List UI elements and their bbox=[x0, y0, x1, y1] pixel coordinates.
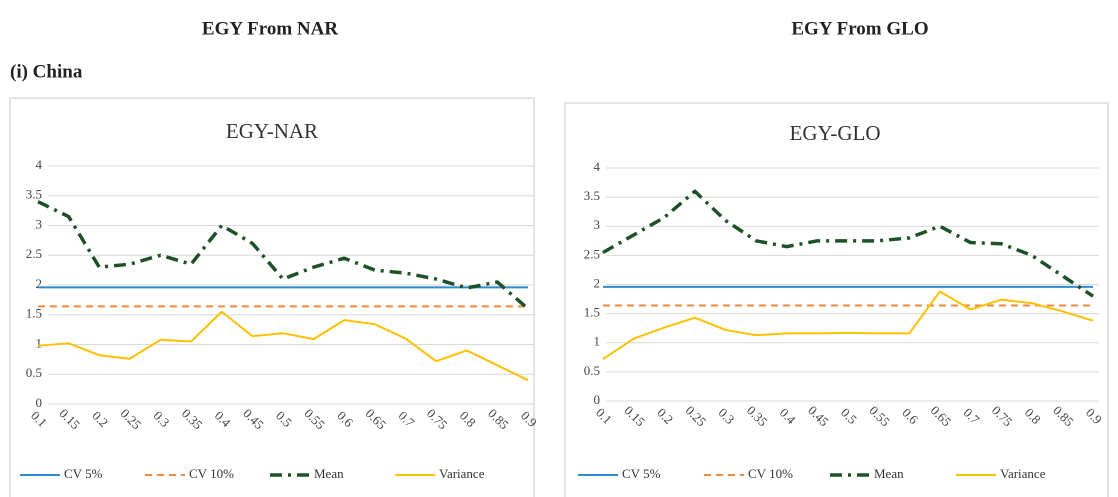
y-tick-label: 4 bbox=[36, 157, 43, 172]
x-tick-label: 0.6 bbox=[899, 405, 921, 427]
y-tick-label: 0.5 bbox=[26, 365, 42, 380]
chart-frame bbox=[564, 102, 1109, 497]
y-tick-label: 3 bbox=[594, 217, 601, 232]
x-tick-label: 0.3 bbox=[151, 408, 173, 430]
x-tick-label: 0.15 bbox=[56, 406, 83, 433]
y-tick-label: 2 bbox=[36, 276, 43, 291]
x-tick-label: 0.4 bbox=[212, 408, 234, 430]
y-tick-label: 1 bbox=[36, 335, 43, 350]
x-tick-label: 0.55 bbox=[301, 406, 328, 433]
x-tick-label: 0.9 bbox=[518, 408, 540, 430]
chart-frame bbox=[9, 97, 535, 497]
series-line bbox=[602, 189, 1094, 298]
y-tick-label: 2 bbox=[594, 275, 601, 290]
section-label: (i) China bbox=[10, 61, 83, 82]
x-tick-label: 0.25 bbox=[683, 403, 710, 430]
x-tick-label: 0.55 bbox=[866, 403, 893, 430]
y-tick-label: 3.5 bbox=[584, 188, 600, 203]
x-tick-label: 0.35 bbox=[744, 403, 771, 430]
legend-label: CV 10% bbox=[189, 466, 234, 481]
legend-label: Variance bbox=[1000, 466, 1046, 481]
x-tick-label: 0.5 bbox=[273, 408, 295, 430]
x-tick-label: 0.3 bbox=[716, 405, 738, 427]
y-tick-label: 1 bbox=[594, 334, 601, 349]
series-line bbox=[602, 290, 1094, 360]
x-tick-label: 0.45 bbox=[240, 406, 267, 433]
x-tick-label: 0.7 bbox=[396, 408, 418, 430]
chart-title: EGY-GLO bbox=[790, 121, 881, 145]
y-tick-label: 3 bbox=[36, 216, 43, 231]
x-tick-label: 0.8 bbox=[457, 408, 479, 430]
x-tick-label: 0.7 bbox=[961, 405, 983, 427]
y-tick-label: 4 bbox=[594, 159, 601, 174]
x-tick-label: 0.85 bbox=[485, 406, 512, 433]
y-tick-label: 0 bbox=[36, 395, 43, 410]
y-tick-label: 2.5 bbox=[584, 246, 600, 261]
y-tick-label: 2.5 bbox=[26, 246, 42, 261]
x-tick-label: 0.75 bbox=[424, 406, 451, 433]
x-tick-label: 0.5 bbox=[838, 405, 860, 427]
x-tick-label: 0.15 bbox=[621, 403, 648, 430]
legend-label: CV 10% bbox=[748, 466, 793, 481]
legend-label: Mean bbox=[314, 466, 344, 481]
legend-label: CV 5% bbox=[64, 466, 103, 481]
x-tick-label: 0.2 bbox=[654, 405, 676, 427]
series-line bbox=[37, 310, 529, 382]
y-tick-label: 0 bbox=[594, 392, 601, 407]
x-tick-label: 0.4 bbox=[777, 405, 799, 427]
y-tick-label: 1.5 bbox=[584, 305, 600, 320]
x-tick-label: 0.8 bbox=[1022, 405, 1044, 427]
legend-label: Variance bbox=[439, 466, 485, 481]
x-tick-label: 0.2 bbox=[89, 408, 111, 430]
column-header: EGY From NAR bbox=[202, 18, 338, 39]
legend-label: CV 5% bbox=[622, 466, 661, 481]
chart-title: EGY-NAR bbox=[226, 119, 318, 143]
x-tick-label: 0.65 bbox=[363, 406, 390, 433]
series-line bbox=[37, 200, 530, 311]
x-tick-label: 0.45 bbox=[805, 403, 832, 430]
column-header: EGY From GLO bbox=[791, 18, 928, 39]
x-tick-label: 0.9 bbox=[1083, 405, 1105, 427]
x-tick-label: 0.25 bbox=[118, 406, 145, 433]
x-tick-label: 0.65 bbox=[928, 403, 955, 430]
x-tick-label: 0.75 bbox=[989, 403, 1016, 430]
y-tick-label: 3.5 bbox=[26, 187, 42, 202]
legend-label: Mean bbox=[874, 466, 904, 481]
x-tick-label: 0.1 bbox=[593, 405, 615, 427]
y-tick-label: 1.5 bbox=[26, 306, 42, 321]
x-tick-label: 0.85 bbox=[1050, 403, 1077, 430]
x-tick-label: 0.6 bbox=[334, 408, 356, 430]
y-tick-label: 0.5 bbox=[584, 363, 600, 378]
x-tick-label: 0.35 bbox=[179, 406, 206, 433]
x-tick-label: 0.1 bbox=[28, 408, 50, 430]
